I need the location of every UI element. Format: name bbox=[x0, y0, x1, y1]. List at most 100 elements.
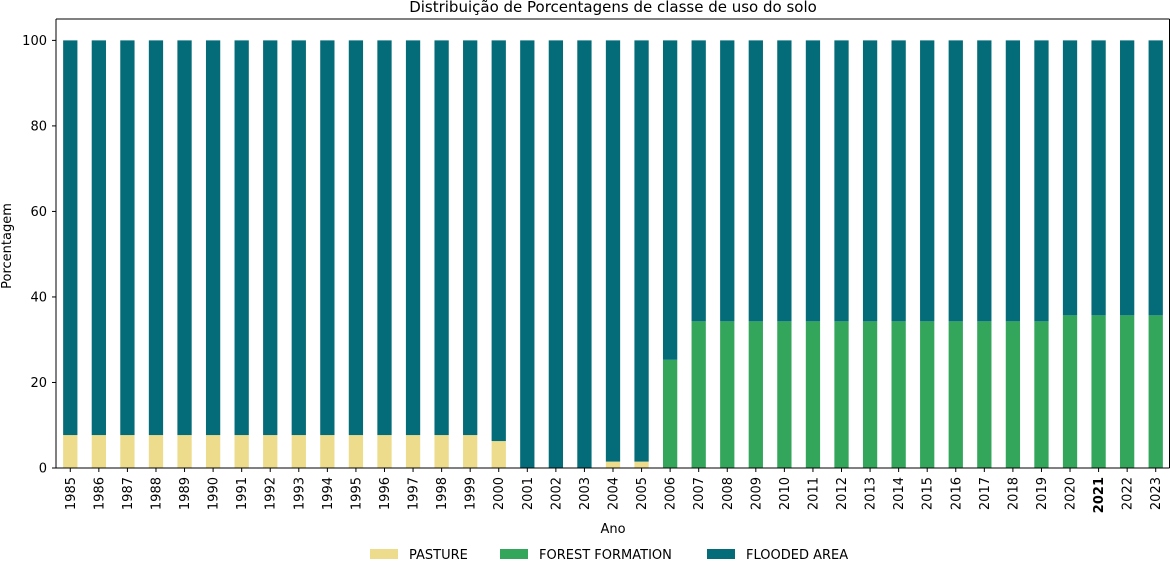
bar-segment-2023-flooded-area bbox=[1148, 40, 1163, 316]
bar-segment-2012-flooded-area bbox=[834, 40, 849, 322]
bar-segment-2008-forest-formation bbox=[720, 321, 735, 468]
bar-segment-2014-flooded-area bbox=[891, 40, 906, 322]
bar-segment-2008-flooded-area bbox=[720, 40, 735, 322]
bar-segment-2017-forest-formation bbox=[977, 321, 992, 468]
bar-segment-1988-pasture bbox=[148, 435, 164, 468]
bars-group bbox=[63, 40, 1163, 468]
x-tick-label-1999: 1999 bbox=[464, 477, 479, 510]
x-tick-label-2017: 2017 bbox=[978, 477, 993, 510]
bar-segment-2013-forest-formation bbox=[862, 321, 878, 468]
bar-segment-1992-pasture bbox=[263, 435, 278, 468]
bar-segment-1994-pasture bbox=[320, 435, 335, 468]
bar-segment-1988-flooded-area bbox=[148, 40, 164, 436]
x-tick-label-1998: 1998 bbox=[435, 477, 450, 510]
x-tick-label-2018: 2018 bbox=[1006, 477, 1021, 510]
bar-segment-2005-flooded-area bbox=[634, 40, 649, 462]
bar-segment-1993-flooded-area bbox=[291, 40, 306, 436]
x-tick-label-1993: 1993 bbox=[292, 477, 307, 510]
bar-segment-1997-pasture bbox=[405, 435, 421, 468]
bar-segment-2020-forest-formation bbox=[1062, 315, 1078, 468]
bar-segment-2016-flooded-area bbox=[948, 40, 963, 322]
x-tick-label-2009: 2009 bbox=[749, 477, 764, 510]
x-tick-label-1990: 1990 bbox=[207, 477, 222, 510]
bar-segment-1993-pasture bbox=[291, 435, 306, 468]
bar-segment-1997-flooded-area bbox=[405, 40, 421, 436]
y-ticks-group: 0 20 40 60 80 100 bbox=[22, 34, 56, 477]
bar-segment-2013-flooded-area bbox=[862, 40, 878, 322]
bar-segment-1990-flooded-area bbox=[205, 40, 221, 436]
bar-segment-2000-pasture bbox=[491, 441, 506, 468]
bar-segment-1999-flooded-area bbox=[463, 40, 478, 436]
x-tick-label-2000: 2000 bbox=[492, 477, 507, 510]
x-tick-label-1992: 1992 bbox=[264, 477, 279, 510]
bar-segment-2021-flooded-area bbox=[1091, 40, 1106, 316]
x-tick-label-2016: 2016 bbox=[949, 477, 964, 510]
bar-segment-2018-flooded-area bbox=[1005, 40, 1021, 322]
y-tick-label: 20 bbox=[30, 376, 47, 391]
bar-segment-2015-flooded-area bbox=[920, 40, 935, 322]
bar-segment-1995-flooded-area bbox=[348, 40, 364, 436]
bar-segment-2006-flooded-area bbox=[662, 40, 678, 360]
bar-segment-1998-flooded-area bbox=[434, 40, 449, 436]
bar-segment-2018-forest-formation bbox=[1005, 321, 1021, 468]
bar-segment-1996-pasture bbox=[377, 435, 392, 468]
bar-segment-2022-forest-formation bbox=[1120, 315, 1135, 468]
x-tick-label-2012: 2012 bbox=[835, 477, 850, 510]
x-tick-label-2011: 2011 bbox=[806, 477, 821, 510]
bar-segment-2009-flooded-area bbox=[748, 40, 763, 322]
bar-segment-1992-flooded-area bbox=[263, 40, 278, 436]
bar-segment-2007-flooded-area bbox=[691, 40, 706, 322]
x-tick-label-2020: 2020 bbox=[1064, 477, 1079, 510]
bar-segment-1999-pasture bbox=[463, 435, 478, 468]
bar-segment-1986-pasture bbox=[91, 435, 106, 468]
x-tick-label-2013: 2013 bbox=[864, 477, 879, 510]
bar-segment-2007-forest-formation bbox=[691, 321, 706, 468]
x-tick-label-2007: 2007 bbox=[692, 477, 707, 510]
x-tick-label-1991: 1991 bbox=[235, 477, 250, 510]
bar-segment-2010-forest-formation bbox=[777, 321, 792, 468]
bar-segment-1998-pasture bbox=[434, 435, 449, 468]
bar-segment-2011-forest-formation bbox=[805, 321, 821, 468]
x-tick-label-2002: 2002 bbox=[549, 477, 564, 510]
x-tick-label-2014: 2014 bbox=[892, 477, 907, 510]
x-tick-label-1989: 1989 bbox=[178, 477, 193, 510]
x-tick-label-2005: 2005 bbox=[635, 477, 650, 510]
bar-segment-1987-flooded-area bbox=[120, 40, 135, 436]
bar-segment-2010-flooded-area bbox=[777, 40, 792, 322]
bar-segment-1996-flooded-area bbox=[377, 40, 392, 436]
x-tick-label-2010: 2010 bbox=[778, 477, 793, 510]
bar-segment-1989-pasture bbox=[177, 435, 192, 468]
bar-segment-2016-forest-formation bbox=[948, 321, 963, 468]
x-tick-label-2003: 2003 bbox=[578, 477, 593, 510]
x-tick-label-1988: 1988 bbox=[149, 477, 164, 510]
y-tick-label: 100 bbox=[22, 34, 47, 49]
bar-segment-2009-forest-formation bbox=[748, 321, 763, 468]
bar-segment-1985-pasture bbox=[63, 435, 78, 468]
bar-segment-2006-forest-formation bbox=[662, 359, 678, 468]
x-tick-label-1997: 1997 bbox=[407, 477, 422, 510]
bar-segment-2003-flooded-area bbox=[577, 40, 592, 468]
y-tick-label: 40 bbox=[30, 290, 47, 305]
legend-label-forest-formation: FOREST FORMATION bbox=[539, 548, 672, 563]
legend-swatch-flooded-area bbox=[707, 549, 735, 559]
y-tick-label: 80 bbox=[30, 119, 47, 134]
x-tick-label-1995: 1995 bbox=[349, 477, 364, 510]
bar-segment-2023-forest-formation bbox=[1148, 315, 1163, 468]
x-tick-label-2021: 2021 bbox=[1092, 477, 1107, 513]
bar-segment-2021-forest-formation bbox=[1091, 315, 1106, 468]
legend-label-flooded-area: FLOODED AREA bbox=[746, 548, 848, 563]
bar-segment-2019-forest-formation bbox=[1034, 321, 1049, 468]
x-tick-label-1996: 1996 bbox=[378, 477, 393, 510]
x-axis-label: Ano bbox=[600, 522, 625, 537]
bar-segment-1991-pasture bbox=[234, 435, 249, 468]
legend-label-pasture: PASTURE bbox=[409, 548, 468, 563]
bar-segment-1994-flooded-area bbox=[320, 40, 335, 436]
y-tick-label: 0 bbox=[39, 462, 47, 477]
chart-title: Distribuição de Porcentagens de classe d… bbox=[409, 0, 817, 16]
x-tick-label-2019: 2019 bbox=[1035, 477, 1050, 510]
bar-segment-2022-flooded-area bbox=[1120, 40, 1135, 316]
x-tick-label-1987: 1987 bbox=[121, 477, 136, 510]
x-tick-label-1994: 1994 bbox=[321, 477, 336, 510]
